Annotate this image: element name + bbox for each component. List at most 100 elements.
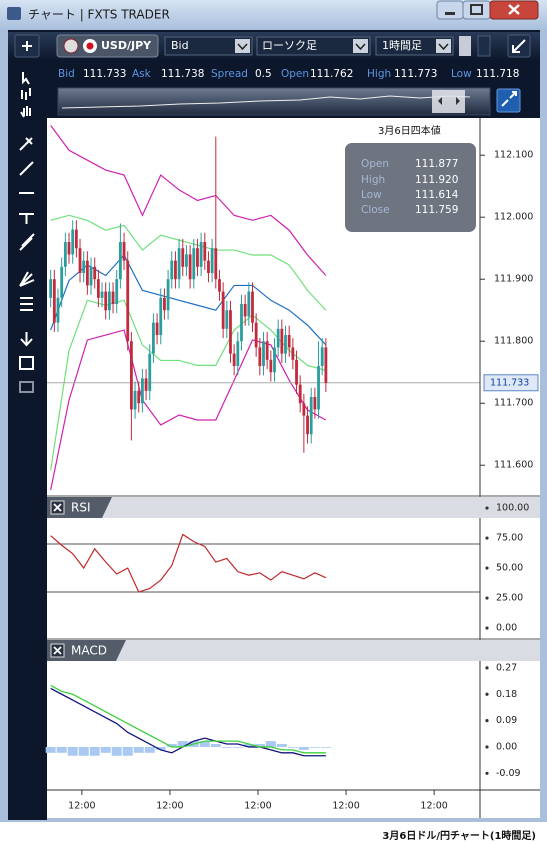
info-label: Low — [361, 189, 382, 201]
histogram-bar — [177, 741, 188, 747]
y-tick-label: 0.00 — [496, 623, 517, 634]
minimize-icon — [445, 12, 455, 15]
candle-body — [104, 291, 108, 311]
us-flag — [63, 38, 79, 54]
histogram-bar — [45, 746, 56, 753]
candle-body — [52, 279, 56, 323]
fibo-tool[interactable] — [20, 297, 33, 311]
quote-label: Open — [281, 68, 309, 80]
trendline-tool[interactable] — [19, 161, 34, 176]
arrow-icon — [237, 43, 248, 51]
dropdown-arrow — [235, 39, 250, 53]
histogram-bar — [199, 741, 210, 747]
channel-tool[interactable] — [19, 233, 35, 251]
candle-body — [276, 328, 280, 348]
panel-button[interactable] — [459, 36, 471, 56]
histogram-bar — [320, 746, 331, 748]
price-dropdown[interactable] — [164, 36, 253, 56]
y-tick — [485, 536, 489, 540]
info-value: 111.877 — [415, 158, 458, 170]
candle-body — [93, 266, 97, 280]
quote-value: 111.733 — [83, 68, 126, 80]
price-type: Bid — [171, 39, 189, 52]
plot — [45, 125, 480, 757]
indicator-tool[interactable] — [20, 332, 33, 347]
quote-label: Bid — [58, 68, 75, 80]
navigator[interactable] — [57, 87, 491, 116]
x-tick-label: 12:00 — [332, 801, 359, 812]
pair-button[interactable] — [56, 34, 159, 58]
app-icon — [7, 7, 21, 20]
macd-tab — [47, 640, 126, 661]
quote-label: Spread — [211, 68, 248, 80]
candle-body — [265, 341, 269, 360]
candle-body — [181, 248, 185, 267]
histogram-bar — [122, 746, 133, 756]
table-tool[interactable] — [19, 356, 34, 370]
timeframe-dropdown[interactable] — [375, 36, 454, 56]
camera-tool[interactable] — [19, 381, 34, 393]
kind-dropdown[interactable] — [256, 36, 371, 56]
fan-tool[interactable] — [19, 271, 35, 287]
candle-body — [137, 390, 141, 404]
maximize-button[interactable] — [462, 0, 491, 20]
hand-tool[interactable] — [20, 106, 31, 118]
histogram-bar — [166, 744, 177, 747]
close-icon — [53, 646, 62, 655]
candle-body — [207, 260, 210, 274]
candle-body — [295, 359, 298, 385]
y-tick-label: 50.00 — [496, 563, 523, 574]
crosshair-tool[interactable] — [21, 88, 31, 100]
x-tick-label: 12:00 — [244, 801, 271, 812]
histogram-bar — [56, 746, 67, 753]
candle-body — [159, 297, 163, 336]
candle-body — [133, 390, 137, 410]
candle-body — [192, 248, 196, 280]
candle-body — [170, 260, 174, 280]
tool[interactable] — [19, 137, 33, 151]
navigator-line — [61, 95, 471, 109]
pointer-tool[interactable] — [22, 72, 30, 85]
candle-body — [229, 310, 232, 354]
candle-body — [199, 242, 203, 267]
candle-body — [185, 254, 188, 267]
chart-area — [47, 118, 540, 818]
histogram-bar — [100, 746, 111, 753]
panel-title: MACD — [71, 644, 107, 658]
candle-body — [243, 304, 247, 317]
candle-body — [89, 266, 93, 286]
candle-body — [129, 341, 133, 410]
candle-body — [60, 266, 64, 298]
dropdown-arrow — [436, 39, 451, 53]
macd-header — [47, 640, 540, 661]
y-tick-label: 100.00 — [496, 503, 529, 514]
y-tick-label: 0.18 — [496, 689, 517, 700]
candle-body — [218, 279, 221, 292]
histogram-bar — [298, 746, 309, 750]
info-box — [345, 143, 476, 232]
dropdown-arrow — [353, 39, 368, 53]
vline-tool[interactable] — [19, 213, 34, 224]
scroll-button[interactable] — [477, 35, 491, 57]
candle-body — [122, 242, 126, 261]
candle-body — [196, 248, 199, 267]
info-label: Open — [361, 158, 389, 170]
candle-body — [144, 378, 148, 391]
y-tick-label: 111.700 — [494, 398, 533, 409]
price-tag-label: 111.733 — [490, 377, 529, 388]
histogram-bar — [265, 741, 276, 747]
y-tick-label: 0.27 — [496, 662, 517, 673]
navigator-thumb[interactable] — [432, 90, 465, 113]
histogram-bar — [67, 746, 78, 756]
arrow-icon — [438, 43, 449, 51]
candle-body — [320, 347, 324, 367]
y-tick — [485, 506, 489, 510]
candle-body — [306, 415, 309, 435]
x-tick-label: 12:00 — [156, 801, 183, 812]
candle-body — [247, 291, 251, 317]
minimize-button[interactable] — [436, 0, 464, 20]
caption: 3月6日ドル/円チャート(1時間足) — [382, 829, 536, 842]
candle-body — [118, 242, 122, 280]
candle-body — [251, 291, 254, 323]
info-label: Close — [361, 204, 390, 216]
